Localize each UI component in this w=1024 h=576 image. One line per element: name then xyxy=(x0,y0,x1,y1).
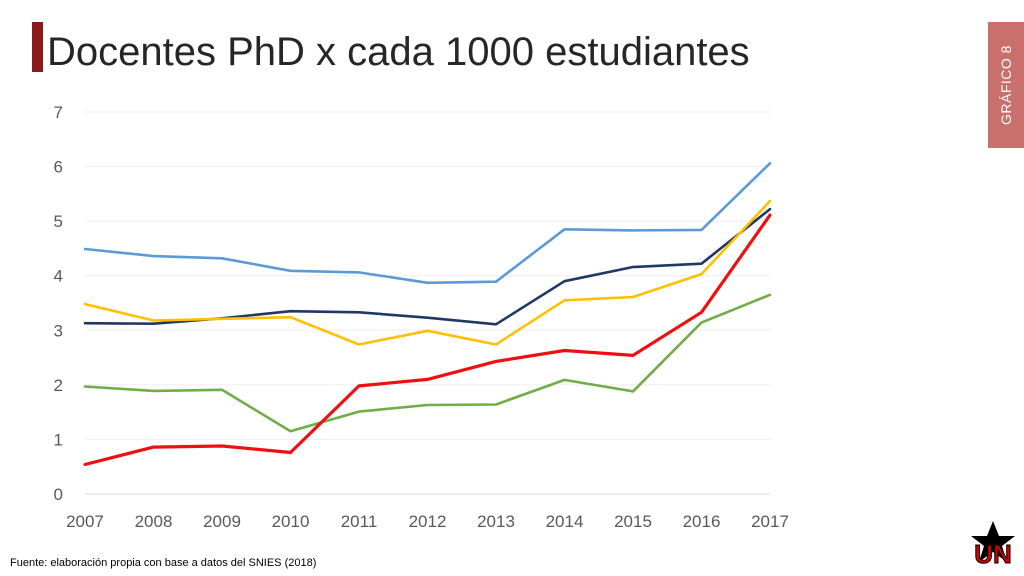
y-tick-label: 3 xyxy=(54,321,63,340)
x-tick-label: 2014 xyxy=(546,512,584,531)
series-line-1 xyxy=(83,162,772,285)
y-tick-label: 1 xyxy=(54,430,63,449)
x-tick-label: 2008 xyxy=(135,512,173,531)
chart-number-badge: GRÁFICO 8 xyxy=(988,22,1024,148)
university-star-logo-icon: UN xyxy=(971,521,1015,570)
y-tick-label: 2 xyxy=(54,376,63,395)
source-note: Fuente: elaboración propia con base a da… xyxy=(10,557,317,569)
x-tick-label: 2009 xyxy=(203,512,241,531)
y-tick-label: 4 xyxy=(54,267,63,286)
x-tick-label: 2017 xyxy=(751,512,789,531)
x-tick-label: 2013 xyxy=(477,512,515,531)
y-tick-label: 0 xyxy=(54,485,63,504)
x-tick-label: 2016 xyxy=(683,512,721,531)
y-tick-label: 5 xyxy=(54,212,63,231)
series-line-2 xyxy=(83,207,772,326)
y-tick-label: 6 xyxy=(54,158,63,177)
x-tick-label: 2015 xyxy=(614,512,652,531)
x-tick-label: 2012 xyxy=(409,512,447,531)
title-accent-bar xyxy=(32,22,43,72)
logo-text: UN xyxy=(974,539,1012,569)
x-tick-label: 2007 xyxy=(66,512,104,531)
logo-star-shape xyxy=(971,521,1015,562)
x-tick-label: 2010 xyxy=(272,512,310,531)
series-line-5 xyxy=(83,213,772,467)
x-tick-label: 2011 xyxy=(341,512,378,531)
series-line-3 xyxy=(83,199,772,346)
page-title: Docentes PhD x cada 1000 estudiantes xyxy=(47,30,750,74)
series-line-4 xyxy=(83,293,772,433)
y-tick-label: 7 xyxy=(54,103,63,122)
